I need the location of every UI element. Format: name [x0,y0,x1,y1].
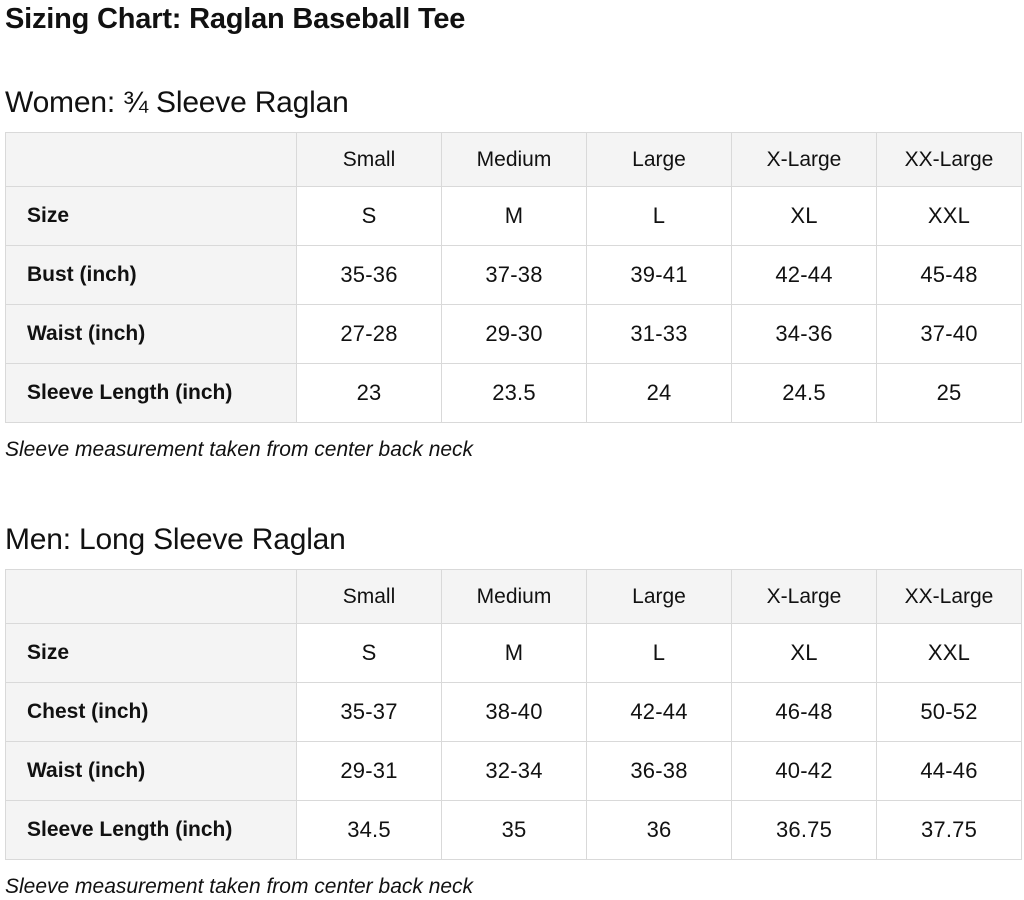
sizing-table-men: Small Medium Large X-Large XX-Large Size… [5,569,1022,860]
table-cell: 44-46 [876,741,1022,801]
column-header-xlarge: X-Large [731,132,877,187]
section-women: Women: ¾ Sleeve Raglan Small Medium Larg… [5,85,1022,463]
section-heading-men: Men: Long Sleeve Raglan [5,523,346,556]
table-header-row: Small Medium Large X-Large XX-Large [5,132,1022,187]
table-cell: 42-44 [586,682,732,742]
table-cell: 37.75 [876,800,1022,860]
table-row-chest: Chest (inch) 35-37 38-40 42-44 46-48 50-… [5,682,1022,742]
table-cell: 23.5 [441,363,587,423]
section-heading-women: Women: ¾ Sleeve Raglan [5,86,349,119]
table-cell: M [441,623,587,683]
corner-cell [5,569,297,624]
table-cell: 23 [296,363,442,423]
column-header-medium: Medium [441,569,587,624]
table-cell: 34.5 [296,800,442,860]
table-cell: XL [731,186,877,246]
table-cell: S [296,186,442,246]
table-row-size: Size S M L XL XXL [5,623,1022,683]
table-cell: 37-40 [876,304,1022,364]
table-row-waist: Waist (inch) 27-28 29-30 31-33 34-36 37-… [5,304,1022,364]
column-header-large: Large [586,569,732,624]
table-cell: 38-40 [441,682,587,742]
table-cell: 34-36 [731,304,877,364]
table-row-sleeve-length: Sleeve Length (inch) 23 23.5 24 24.5 25 [5,363,1022,423]
table-cell: 36.75 [731,800,877,860]
table-cell: 42-44 [731,245,877,305]
table-cell: S [296,623,442,683]
corner-cell [5,132,297,187]
table-cell: 29-31 [296,741,442,801]
sleeve-measurement-footnote: Sleeve measurement taken from center bac… [5,438,474,461]
table-cell: 39-41 [586,245,732,305]
table-row-waist: Waist (inch) 29-31 32-34 36-38 40-42 44-… [5,741,1022,801]
table-cell: 35-37 [296,682,442,742]
table-header-row: Small Medium Large X-Large XX-Large [5,569,1022,624]
table-cell: L [586,186,732,246]
table-cell: XXL [876,186,1022,246]
table-cell: M [441,186,587,246]
table-cell: 35-36 [296,245,442,305]
column-header-medium: Medium [441,132,587,187]
sleeve-measurement-footnote: Sleeve measurement taken from center bac… [5,875,474,898]
column-header-xlarge: X-Large [731,569,877,624]
table-cell: 50-52 [876,682,1022,742]
table-cell: 37-38 [441,245,587,305]
column-header-small: Small [296,132,442,187]
table-cell: XXL [876,623,1022,683]
table-cell: XL [731,623,877,683]
table-row-sleeve-length: Sleeve Length (inch) 34.5 35 36 36.75 37… [5,800,1022,860]
column-header-xxlarge: XX-Large [876,132,1022,187]
table-cell: 46-48 [731,682,877,742]
table-cell: 25 [876,363,1022,423]
row-label: Sleeve Length (inch) [5,363,297,423]
column-header-large: Large [586,132,732,187]
row-label: Waist (inch) [5,304,297,364]
page-title: Sizing Chart: Raglan Baseball Tee [5,3,466,35]
table-cell: 35 [441,800,587,860]
row-label: Sleeve Length (inch) [5,800,297,860]
row-label: Size [5,186,297,246]
table-cell: 45-48 [876,245,1022,305]
table-cell: 27-28 [296,304,442,364]
table-cell: 36 [586,800,732,860]
table-cell: 24.5 [731,363,877,423]
table-cell: 29-30 [441,304,587,364]
table-cell: 32-34 [441,741,587,801]
row-label: Chest (inch) [5,682,297,742]
sizing-table-women: Small Medium Large X-Large XX-Large Size… [5,132,1022,423]
table-cell: 36-38 [586,741,732,801]
column-header-xxlarge: XX-Large [876,569,1022,624]
row-label: Waist (inch) [5,741,297,801]
section-men: Men: Long Sleeve Raglan Small Medium Lar… [5,522,1022,900]
table-row-bust: Bust (inch) 35-36 37-38 39-41 42-44 45-4… [5,245,1022,305]
row-label: Bust (inch) [5,245,297,305]
column-header-small: Small [296,569,442,624]
table-row-size: Size S M L XL XXL [5,186,1022,246]
table-cell: 24 [586,363,732,423]
table-cell: 40-42 [731,741,877,801]
table-cell: 31-33 [586,304,732,364]
table-cell: L [586,623,732,683]
row-label: Size [5,623,297,683]
